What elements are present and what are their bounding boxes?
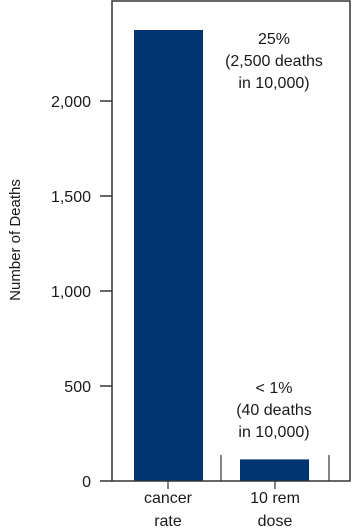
bars xyxy=(134,30,330,481)
y-tick-label: 500 xyxy=(64,379,91,396)
y-axis-ticks: 0 500 1,000 1,500 2,000 xyxy=(51,94,112,491)
category-label: 10 rem xyxy=(250,490,300,507)
annotation-line: (2,500 deaths xyxy=(225,53,323,70)
y-tick-label: 1,000 xyxy=(51,284,91,301)
annotation-line: < 1% xyxy=(256,380,293,397)
y-axis-title: Number of Deaths xyxy=(7,179,24,301)
category-label: dose xyxy=(258,513,293,530)
annotation-line: (40 deaths xyxy=(236,402,312,419)
y-tick-label: 0 xyxy=(82,474,91,491)
category-label: cancer xyxy=(144,490,193,507)
category-labels: cancer rate 10 rem dose xyxy=(144,481,300,530)
y-tick-label: 2,000 xyxy=(51,94,91,111)
plot-frame xyxy=(111,0,351,482)
y-tick-label: 1,500 xyxy=(51,189,91,206)
category-label: rate xyxy=(154,513,182,530)
annotations: 25% (2,500 deaths in 10,000) < 1% (40 deaths… xyxy=(225,31,323,441)
annotation-line: in 10,000) xyxy=(238,424,309,441)
annotation-line: 25% xyxy=(258,31,290,48)
bar xyxy=(240,459,309,481)
annotation-line: in 10,000) xyxy=(238,75,309,92)
bar xyxy=(134,30,203,481)
